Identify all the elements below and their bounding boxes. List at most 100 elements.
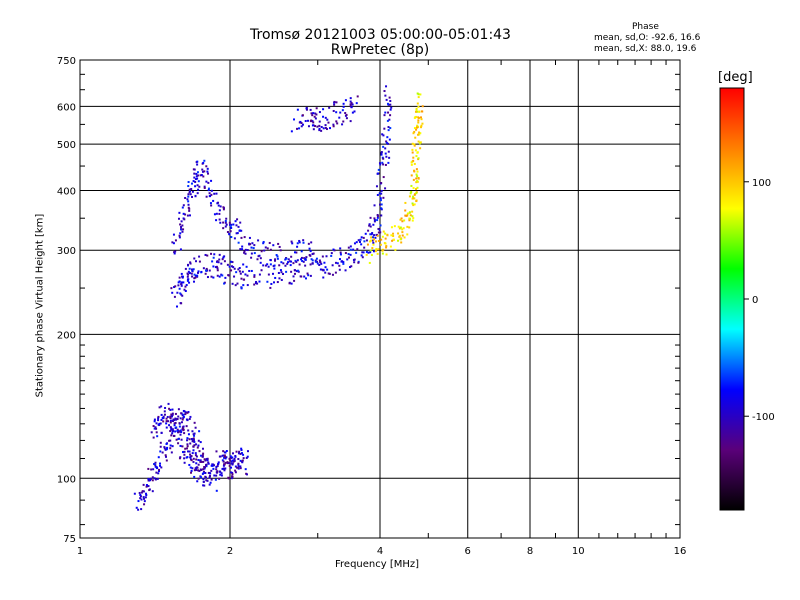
data-point [322,127,325,130]
y-tick-label: 500 [57,140,76,151]
data-point [305,256,308,259]
data-point [347,246,350,249]
data-point [321,255,324,258]
data-point [204,253,207,256]
data-point [180,281,183,284]
data-point [419,147,422,150]
data-point [297,269,300,272]
data-point [163,410,166,413]
data-point [264,246,267,249]
data-point [276,255,279,258]
data-point [179,223,182,226]
data-point [225,456,228,459]
data-point [300,275,303,278]
data-point [189,442,192,445]
data-point [226,461,229,464]
data-point [196,480,199,483]
data-point [346,258,349,261]
data-point [180,272,183,275]
data-point [177,284,180,287]
data-point [294,251,297,254]
data-point [222,206,225,209]
data-point [331,264,334,267]
data-point [273,264,276,267]
data-point [200,174,203,177]
data-point [152,436,155,439]
data-point [384,187,387,190]
data-point [227,476,230,479]
data-point [216,274,219,277]
data-point [298,127,301,130]
data-point [151,479,154,482]
data-point [406,225,409,228]
data-point [143,497,146,500]
data-point [244,273,247,276]
data-point [164,406,167,409]
data-point [197,459,200,462]
data-point [217,201,220,204]
data-point [153,463,156,466]
data-point [188,463,191,466]
data-point [229,230,232,233]
data-point [421,122,424,125]
data-point [410,163,413,166]
data-point [171,432,174,435]
data-point [181,427,184,430]
data-point [215,212,218,215]
data-point [210,204,213,207]
data-point [375,185,378,188]
data-point [192,457,195,460]
data-point [313,115,316,118]
data-point [210,189,213,192]
data-point [137,500,140,503]
data-point [350,102,353,105]
data-point [399,238,402,241]
data-point [208,483,211,486]
data-point [221,467,224,470]
data-point [219,221,222,224]
data-point [170,413,173,416]
data-point [197,439,200,442]
data-point [182,415,185,418]
data-point [195,466,198,469]
data-point [154,426,157,429]
data-point [380,182,383,185]
y-tick-label: 100 [57,474,76,485]
data-point [193,168,196,171]
data-point [250,269,253,272]
data-point [181,206,184,209]
data-point [181,418,184,421]
data-point [415,177,418,180]
data-point [335,101,338,104]
data-point [187,206,190,209]
data-point [315,113,318,116]
data-point [357,261,360,264]
data-point [415,155,418,158]
data-point [246,284,249,287]
data-point [339,251,342,254]
data-point [216,269,219,272]
y-tick-label: 400 [57,186,76,197]
data-point [330,254,333,257]
data-point [336,262,339,265]
data-point [177,408,180,411]
data-point [280,271,283,274]
data-point [228,462,231,465]
data-point [180,302,183,305]
data-point [217,461,220,464]
data-point [335,120,338,123]
data-point [390,234,393,237]
data-point [155,427,158,430]
data-point [171,428,174,431]
data-point [312,121,315,124]
data-point [230,260,233,263]
data-point [240,452,243,455]
data-point [205,267,208,270]
data-point [397,225,400,228]
data-point [158,406,161,409]
data-point [238,450,241,453]
data-point [233,267,236,270]
data-point [418,131,421,134]
data-point [412,178,415,181]
data-point [145,494,148,497]
